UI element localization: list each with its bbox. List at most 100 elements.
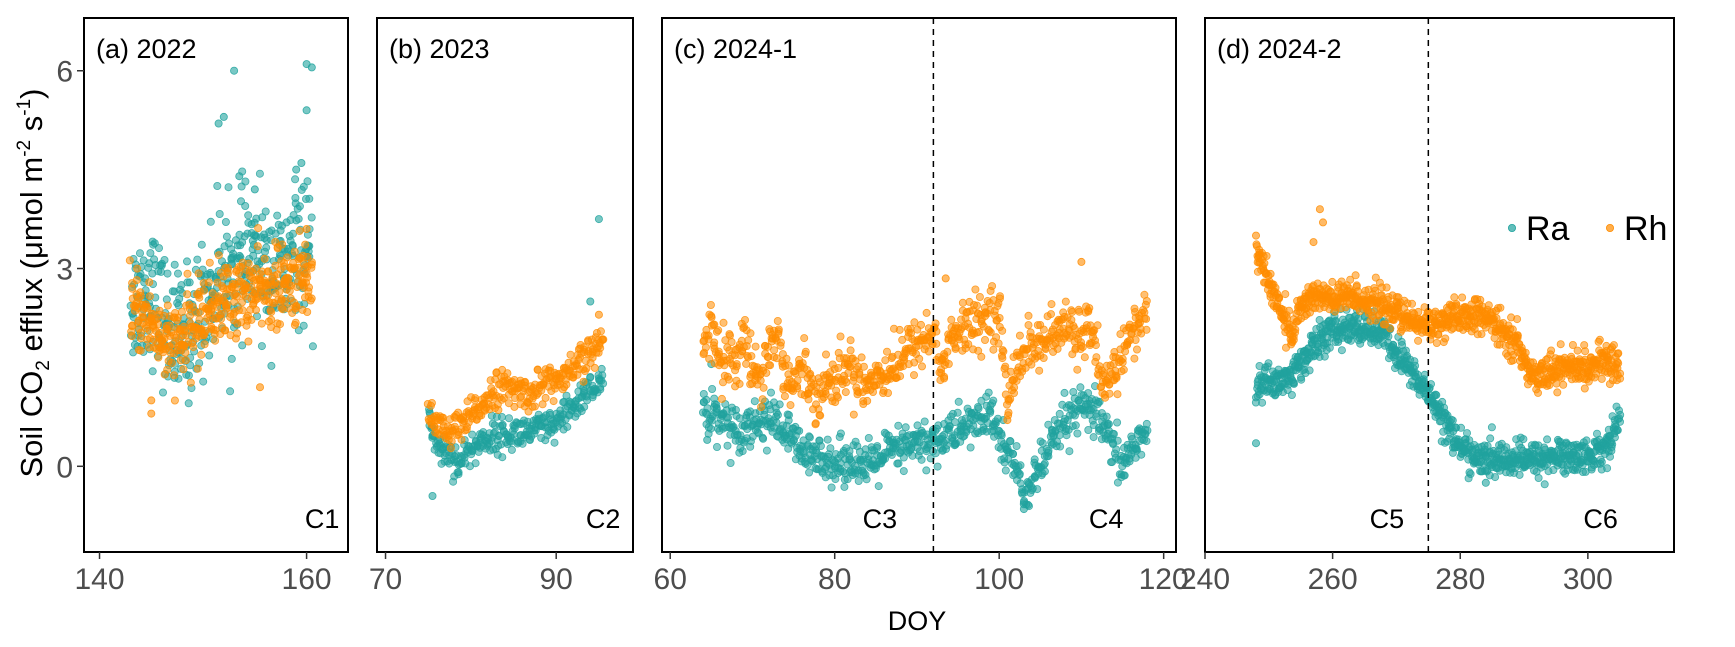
rh-point bbox=[1382, 283, 1391, 292]
period-label: C6 bbox=[1583, 504, 1618, 534]
x-tick-label: 280 bbox=[1435, 563, 1485, 596]
rh-point bbox=[1508, 325, 1517, 334]
ra-point bbox=[874, 482, 883, 491]
panel-border bbox=[83, 17, 349, 553]
rh-point bbox=[470, 396, 479, 405]
rh-point bbox=[1041, 345, 1050, 354]
rh-point bbox=[1534, 388, 1543, 397]
rh-point bbox=[125, 256, 134, 265]
rh-point bbox=[562, 380, 571, 389]
rh-point bbox=[596, 344, 605, 353]
legend-label: Rh bbox=[1624, 210, 1667, 248]
ra-point bbox=[881, 454, 890, 463]
ra-point bbox=[154, 244, 163, 253]
ra-point bbox=[1515, 470, 1524, 479]
rh-point bbox=[582, 364, 591, 373]
rh-point bbox=[994, 339, 1003, 348]
ra-point bbox=[805, 433, 814, 442]
rh-point bbox=[895, 325, 904, 334]
rh-point bbox=[214, 251, 223, 260]
ra-point bbox=[219, 112, 228, 121]
ra-point bbox=[1120, 471, 1129, 480]
rh-point bbox=[1133, 345, 1142, 354]
ra-point bbox=[1112, 445, 1121, 454]
ra-point bbox=[498, 453, 507, 462]
rh-point bbox=[1315, 205, 1324, 214]
ra-point bbox=[953, 408, 962, 417]
rh-point bbox=[292, 301, 301, 310]
rh-point bbox=[883, 347, 892, 356]
rh-point bbox=[786, 401, 795, 410]
ra-point bbox=[723, 441, 732, 450]
rh-point bbox=[999, 347, 1008, 356]
ra-point bbox=[1491, 473, 1500, 482]
ra-point bbox=[158, 388, 167, 397]
rh-point bbox=[707, 313, 716, 322]
rh-point bbox=[264, 291, 273, 300]
period-label: C2 bbox=[586, 504, 621, 534]
rh-point bbox=[197, 350, 206, 359]
x-tick-label: 240 bbox=[1180, 563, 1230, 596]
rh-point bbox=[579, 377, 588, 386]
rh-point bbox=[1024, 311, 1033, 320]
ra-point bbox=[1384, 332, 1393, 341]
rh-point bbox=[447, 437, 456, 446]
ra-point bbox=[1616, 410, 1625, 419]
ra-point bbox=[1044, 446, 1053, 455]
ra-point bbox=[1534, 473, 1543, 482]
rh-point bbox=[598, 335, 607, 344]
ra-point bbox=[1487, 423, 1496, 432]
ra-point bbox=[507, 445, 516, 454]
ra-point bbox=[291, 193, 300, 202]
ra-point bbox=[1089, 433, 1098, 442]
points-group bbox=[125, 60, 317, 418]
ra-point bbox=[926, 454, 935, 463]
rh-point bbox=[1053, 344, 1062, 353]
rh-point bbox=[704, 331, 713, 340]
panel-title: (d) 2024-2 bbox=[1217, 34, 1342, 64]
ra-point bbox=[1519, 435, 1528, 444]
series-ra bbox=[425, 215, 608, 500]
rh-point bbox=[801, 347, 810, 356]
rh-point bbox=[1452, 301, 1461, 310]
rh-point bbox=[177, 307, 186, 316]
rh-point bbox=[173, 313, 182, 322]
ra-point bbox=[597, 364, 606, 373]
rh-point bbox=[303, 252, 312, 261]
ra-point bbox=[862, 475, 871, 484]
rh-point bbox=[833, 393, 842, 402]
ra-point bbox=[173, 269, 182, 278]
ra-point bbox=[135, 249, 144, 258]
rh-point bbox=[234, 269, 243, 278]
ra-point bbox=[775, 400, 784, 409]
rh-point bbox=[932, 339, 941, 348]
rh-point bbox=[834, 363, 843, 372]
ra-point bbox=[750, 397, 759, 406]
ra-point bbox=[170, 260, 179, 269]
rh-point bbox=[504, 399, 513, 408]
rh-point bbox=[596, 327, 605, 336]
rh-point bbox=[1573, 346, 1582, 355]
ra-point bbox=[214, 119, 223, 128]
ra-point bbox=[305, 194, 314, 203]
ra-point bbox=[748, 432, 757, 441]
ra-point bbox=[193, 255, 202, 264]
legend: Ra Rh bbox=[1508, 210, 1667, 248]
rh-point bbox=[800, 334, 809, 343]
rh-point bbox=[1281, 290, 1290, 299]
rh-point bbox=[1077, 257, 1086, 266]
rh-point bbox=[951, 343, 960, 352]
ra-point bbox=[288, 229, 297, 238]
rh-point bbox=[267, 308, 276, 317]
rh-point bbox=[181, 356, 190, 365]
ra-point bbox=[1001, 466, 1010, 475]
rh-point bbox=[1260, 259, 1269, 268]
ra-point bbox=[294, 214, 303, 223]
ra-point bbox=[1065, 447, 1074, 456]
rh-point bbox=[179, 365, 188, 374]
rh-point bbox=[1580, 384, 1589, 393]
ra-point bbox=[843, 475, 852, 484]
ra-point bbox=[1331, 316, 1340, 325]
ra-point bbox=[1608, 440, 1617, 449]
